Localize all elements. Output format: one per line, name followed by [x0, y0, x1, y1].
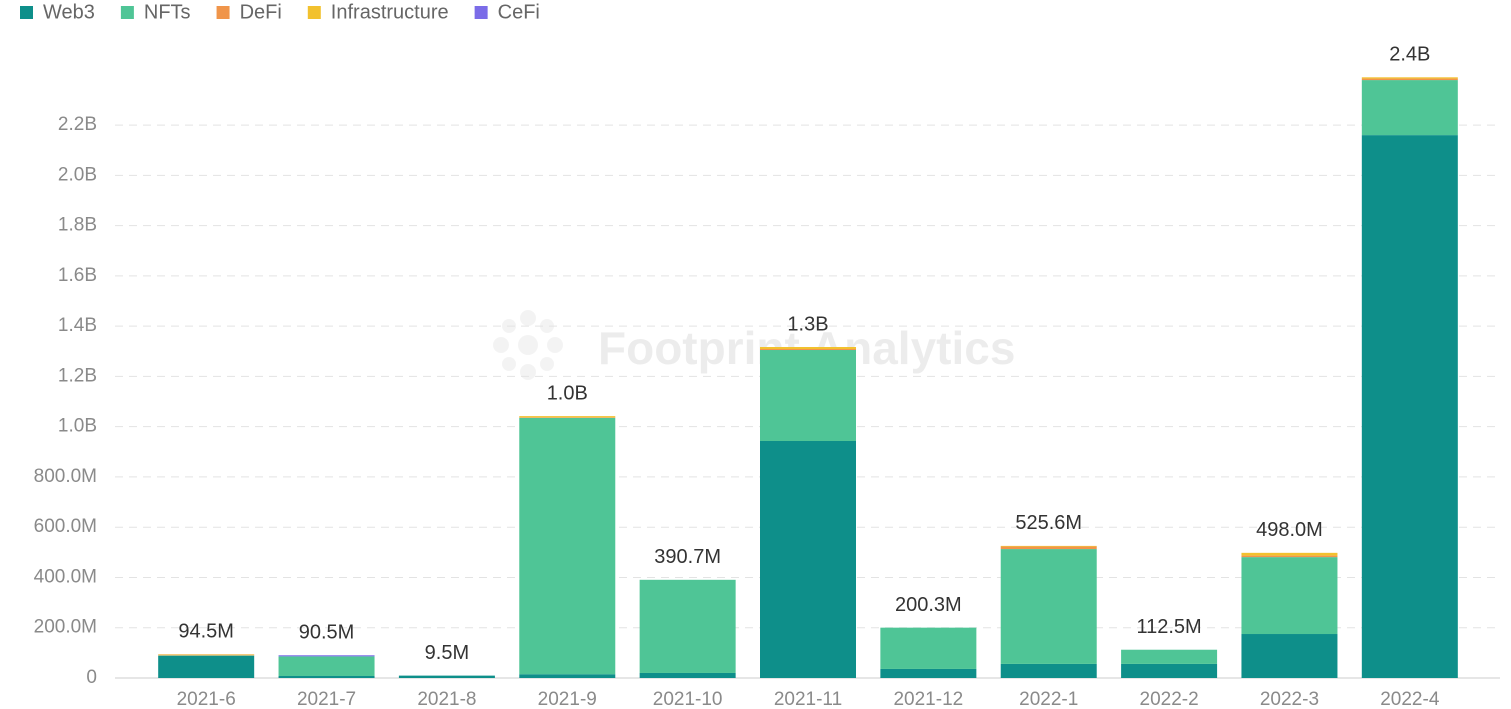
bar-segment [158, 655, 255, 678]
total-label: 2.4B [1389, 44, 1430, 66]
y-tick-label: 1.2B [58, 365, 97, 386]
total-label: 200.3M [895, 594, 962, 616]
x-tick-label: 2022-3 [1260, 689, 1319, 709]
bar-segment [1000, 546, 1097, 550]
bar-segment [158, 654, 255, 656]
bar-segment [1361, 80, 1458, 136]
legend-label: NFTs [144, 1, 191, 23]
y-tick-label: 600.0M [34, 516, 97, 537]
bar-segment [760, 440, 856, 678]
x-tick-label: 2021-6 [177, 689, 236, 709]
bar-segment [760, 350, 856, 441]
x-tick-label: 2022-4 [1380, 689, 1440, 709]
legend-label: CeFi [498, 1, 540, 23]
legend-swatch [120, 6, 134, 19]
bar-segment [880, 627, 977, 669]
bar-segment [1241, 552, 1338, 556]
y-tick-label: 1.4B [58, 315, 97, 336]
total-label: 525.6M [1015, 512, 1082, 534]
bar-segment [1121, 649, 1218, 664]
total-label: 90.5M [299, 622, 355, 644]
bar-segment [519, 674, 616, 678]
bar-segment [880, 668, 977, 678]
bar-segment [519, 417, 616, 675]
y-tick-label: 1.8B [58, 215, 97, 236]
bar-segment [1000, 549, 1097, 664]
x-tick-label: 2021-10 [653, 689, 723, 709]
bar-segment [639, 579, 736, 673]
legend-label: Web3 [43, 1, 95, 23]
x-tick-label: 2021-9 [538, 689, 597, 709]
bar-segment [1361, 135, 1458, 678]
x-tick-label: 2022-2 [1140, 689, 1199, 709]
y-tick-label: 200.0M [34, 617, 97, 638]
y-tick-label: 0 [86, 667, 97, 688]
legend-label: Infrastructure [331, 1, 449, 23]
bar-segment [1000, 545, 1097, 547]
bar-segment [1361, 77, 1458, 79]
bar-segment [519, 416, 616, 418]
y-tick-label: 2.0B [58, 164, 97, 185]
bar-segment [1241, 557, 1338, 635]
bar-segment [398, 675, 495, 678]
bar-segment [1241, 634, 1338, 678]
y-tick-label: 1.0B [58, 416, 97, 437]
y-tick-label: 800.0M [34, 466, 97, 487]
total-label: 1.0B [547, 382, 588, 404]
bar-segment [278, 656, 375, 676]
x-tick-label: 2022-1 [1019, 689, 1078, 709]
total-label: 9.5M [425, 642, 469, 664]
x-tick-label: 2021-11 [774, 689, 842, 709]
total-label: 390.7M [654, 546, 721, 568]
legend-swatch [216, 6, 230, 19]
y-tick-label: 2.2B [58, 114, 97, 135]
bar-segment [760, 349, 856, 351]
bar-segment [1241, 555, 1338, 558]
x-tick-label: 2021-8 [417, 689, 476, 709]
x-tick-label: 2021-12 [893, 689, 963, 709]
bar-segment [639, 672, 736, 678]
total-label: 1.3B [787, 313, 828, 335]
bar-segment [1361, 78, 1458, 81]
legend-swatch [20, 6, 33, 19]
bar-segment [158, 655, 255, 656]
bar-segment [760, 346, 856, 350]
y-tick-label: 1.6B [58, 265, 97, 286]
total-label: 498.0M [1256, 519, 1323, 541]
bar-segment [1000, 663, 1097, 678]
bar-segment [1121, 663, 1218, 678]
legend-swatch [307, 6, 321, 19]
total-label: 94.5M [178, 621, 234, 643]
watermark-logo [493, 310, 563, 380]
bar-segment [519, 417, 616, 418]
bar-segment [278, 655, 375, 657]
x-tick-label: 2021-7 [297, 689, 356, 709]
total-label: 112.5M [1136, 616, 1201, 638]
y-tick-label: 400.0M [34, 566, 97, 587]
legend-label: DeFi [240, 1, 282, 23]
legend-swatch [474, 6, 488, 19]
bar-segment [278, 675, 375, 678]
